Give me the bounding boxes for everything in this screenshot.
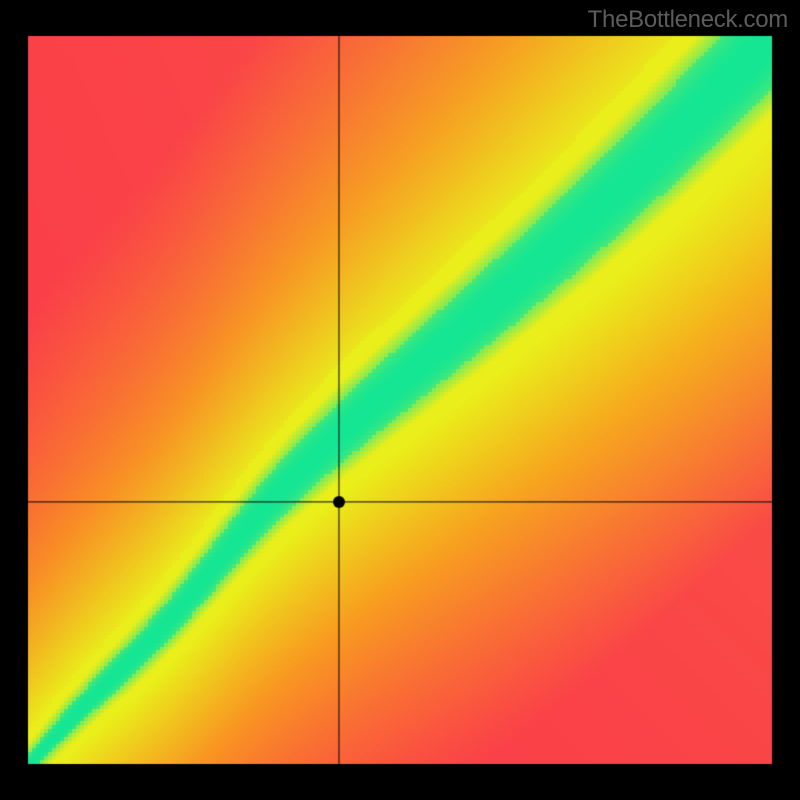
bottleneck-chart: TheBottleneck.com bbox=[0, 0, 800, 800]
heatmap-canvas bbox=[0, 0, 800, 800]
watermark-text: TheBottleneck.com bbox=[588, 6, 788, 34]
